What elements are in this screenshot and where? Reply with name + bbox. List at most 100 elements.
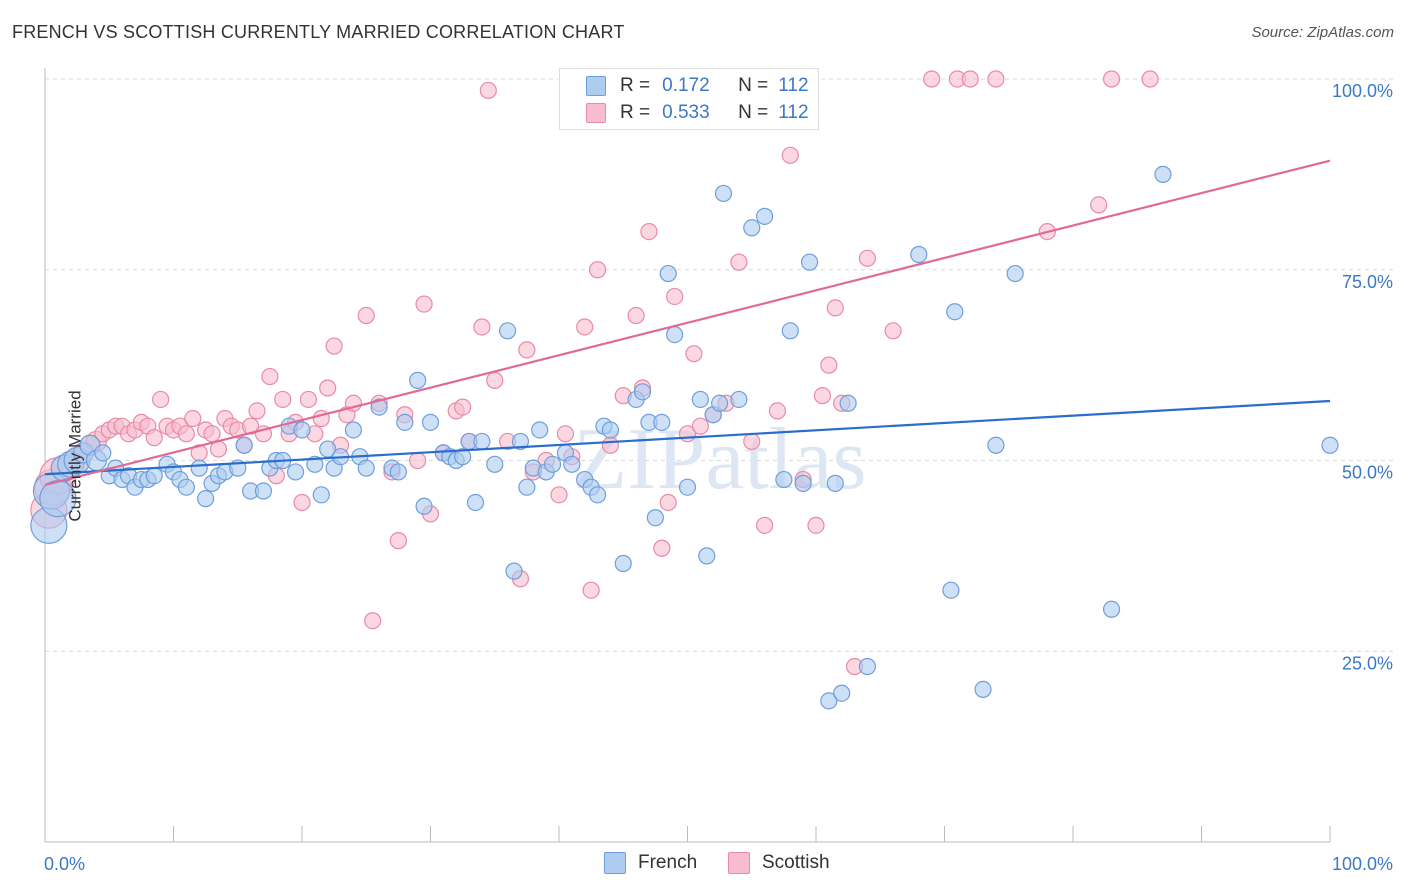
french-point <box>286 463 305 481</box>
french-point <box>743 219 761 237</box>
scottish-point <box>319 379 337 397</box>
scottish-point <box>691 417 709 435</box>
scottish-point <box>640 223 658 241</box>
french-point <box>145 467 163 485</box>
french-point <box>177 478 195 496</box>
scottish-point <box>588 261 607 279</box>
scottish-point <box>152 390 170 409</box>
french-point <box>235 436 253 454</box>
french-point <box>531 421 549 439</box>
scottish-point <box>454 398 472 416</box>
scottish-point <box>813 387 832 405</box>
scottish-point <box>576 318 594 336</box>
french-point <box>511 432 530 451</box>
french-point <box>820 692 838 710</box>
french-point <box>659 264 677 283</box>
french-point <box>646 509 664 527</box>
french-point <box>839 394 857 412</box>
french-point <box>1006 264 1024 283</box>
scottish-n-label: N = <box>738 102 769 123</box>
scottish-point <box>261 367 279 386</box>
scottish-point <box>293 493 311 512</box>
scottish-point <box>1141 70 1159 88</box>
french-point <box>409 371 427 389</box>
french-point <box>505 562 523 580</box>
french-point <box>653 413 671 431</box>
french-point <box>691 390 709 409</box>
trend-layer <box>44 159 1331 486</box>
french-point <box>987 436 1005 454</box>
scottish-point <box>755 516 774 534</box>
french-point <box>1102 600 1121 618</box>
french-point <box>396 413 414 431</box>
y-tick-label: 100.0% <box>1332 81 1393 101</box>
french-point <box>942 581 960 599</box>
scottish-point <box>858 249 877 267</box>
scottish-point <box>486 371 504 389</box>
source-label: Source: ZipAtlas.com <box>1251 24 1394 41</box>
scottish-point <box>730 253 748 271</box>
french-point <box>306 455 324 473</box>
scottish-point <box>409 451 427 470</box>
scottish-point <box>826 299 844 317</box>
french-point <box>499 322 517 340</box>
french-point <box>826 474 844 492</box>
french-point <box>357 459 375 477</box>
scottish-point <box>659 493 677 512</box>
scottish-r-value: 0.533 <box>662 102 710 123</box>
scottish-point <box>177 425 195 443</box>
legend-scottish[interactable]: Scottish <box>728 852 830 874</box>
scottish-point <box>1102 70 1121 88</box>
french-point <box>714 184 733 203</box>
french-r-value: 0.172 <box>662 75 710 96</box>
scottish-point <box>582 581 600 599</box>
french-point <box>698 547 716 565</box>
french-point <box>94 444 112 462</box>
french-point <box>312 486 330 504</box>
scottish-point <box>781 146 799 164</box>
scottish-point <box>518 341 536 359</box>
x-tick-label: 0.0% <box>44 854 85 874</box>
scottish-point <box>923 70 941 88</box>
scottish-point <box>653 539 671 557</box>
scottish-point <box>145 429 163 447</box>
french-point <box>254 482 273 500</box>
scottish-point <box>389 532 407 550</box>
scottish-point <box>184 409 202 428</box>
scottish-point <box>274 390 292 409</box>
french-point <box>666 326 684 344</box>
french-point <box>473 432 491 451</box>
french-point <box>946 303 964 321</box>
scottish-point <box>601 436 620 454</box>
french-point <box>800 253 819 271</box>
stats-row-scottish: R = 0.533 N = 112 <box>560 100 809 126</box>
french-point <box>454 448 472 466</box>
scottish-n-value: 112 <box>778 102 809 123</box>
scottish-point <box>299 390 318 409</box>
french-point <box>614 554 632 573</box>
y-axis-label: Currently Married <box>65 390 85 522</box>
y-tick-label: 25.0% <box>1342 653 1393 673</box>
french-point <box>421 413 440 431</box>
french-point <box>711 394 729 412</box>
scottish-point <box>666 287 684 306</box>
french-point <box>197 490 215 508</box>
stats-row-french: R = 0.172 N = 112 <box>560 73 809 99</box>
french-point <box>486 455 504 473</box>
chart-title: FRENCH VS SCOTTISH CURRENTLY MARRIED COR… <box>12 22 625 42</box>
french-point <box>293 421 311 439</box>
scottish-point <box>479 81 497 100</box>
french-point <box>633 383 652 401</box>
scottish-point <box>556 425 575 443</box>
y-tick-label: 50.0% <box>1342 463 1393 483</box>
scottish-point <box>325 337 343 355</box>
french-point <box>974 680 992 699</box>
french-point <box>755 207 774 225</box>
legend-french[interactable]: French <box>604 852 697 874</box>
scottish-point <box>248 402 266 420</box>
scottish-point <box>987 70 1005 88</box>
french-point <box>833 684 851 702</box>
french-point <box>910 245 928 264</box>
french-point <box>370 398 388 416</box>
